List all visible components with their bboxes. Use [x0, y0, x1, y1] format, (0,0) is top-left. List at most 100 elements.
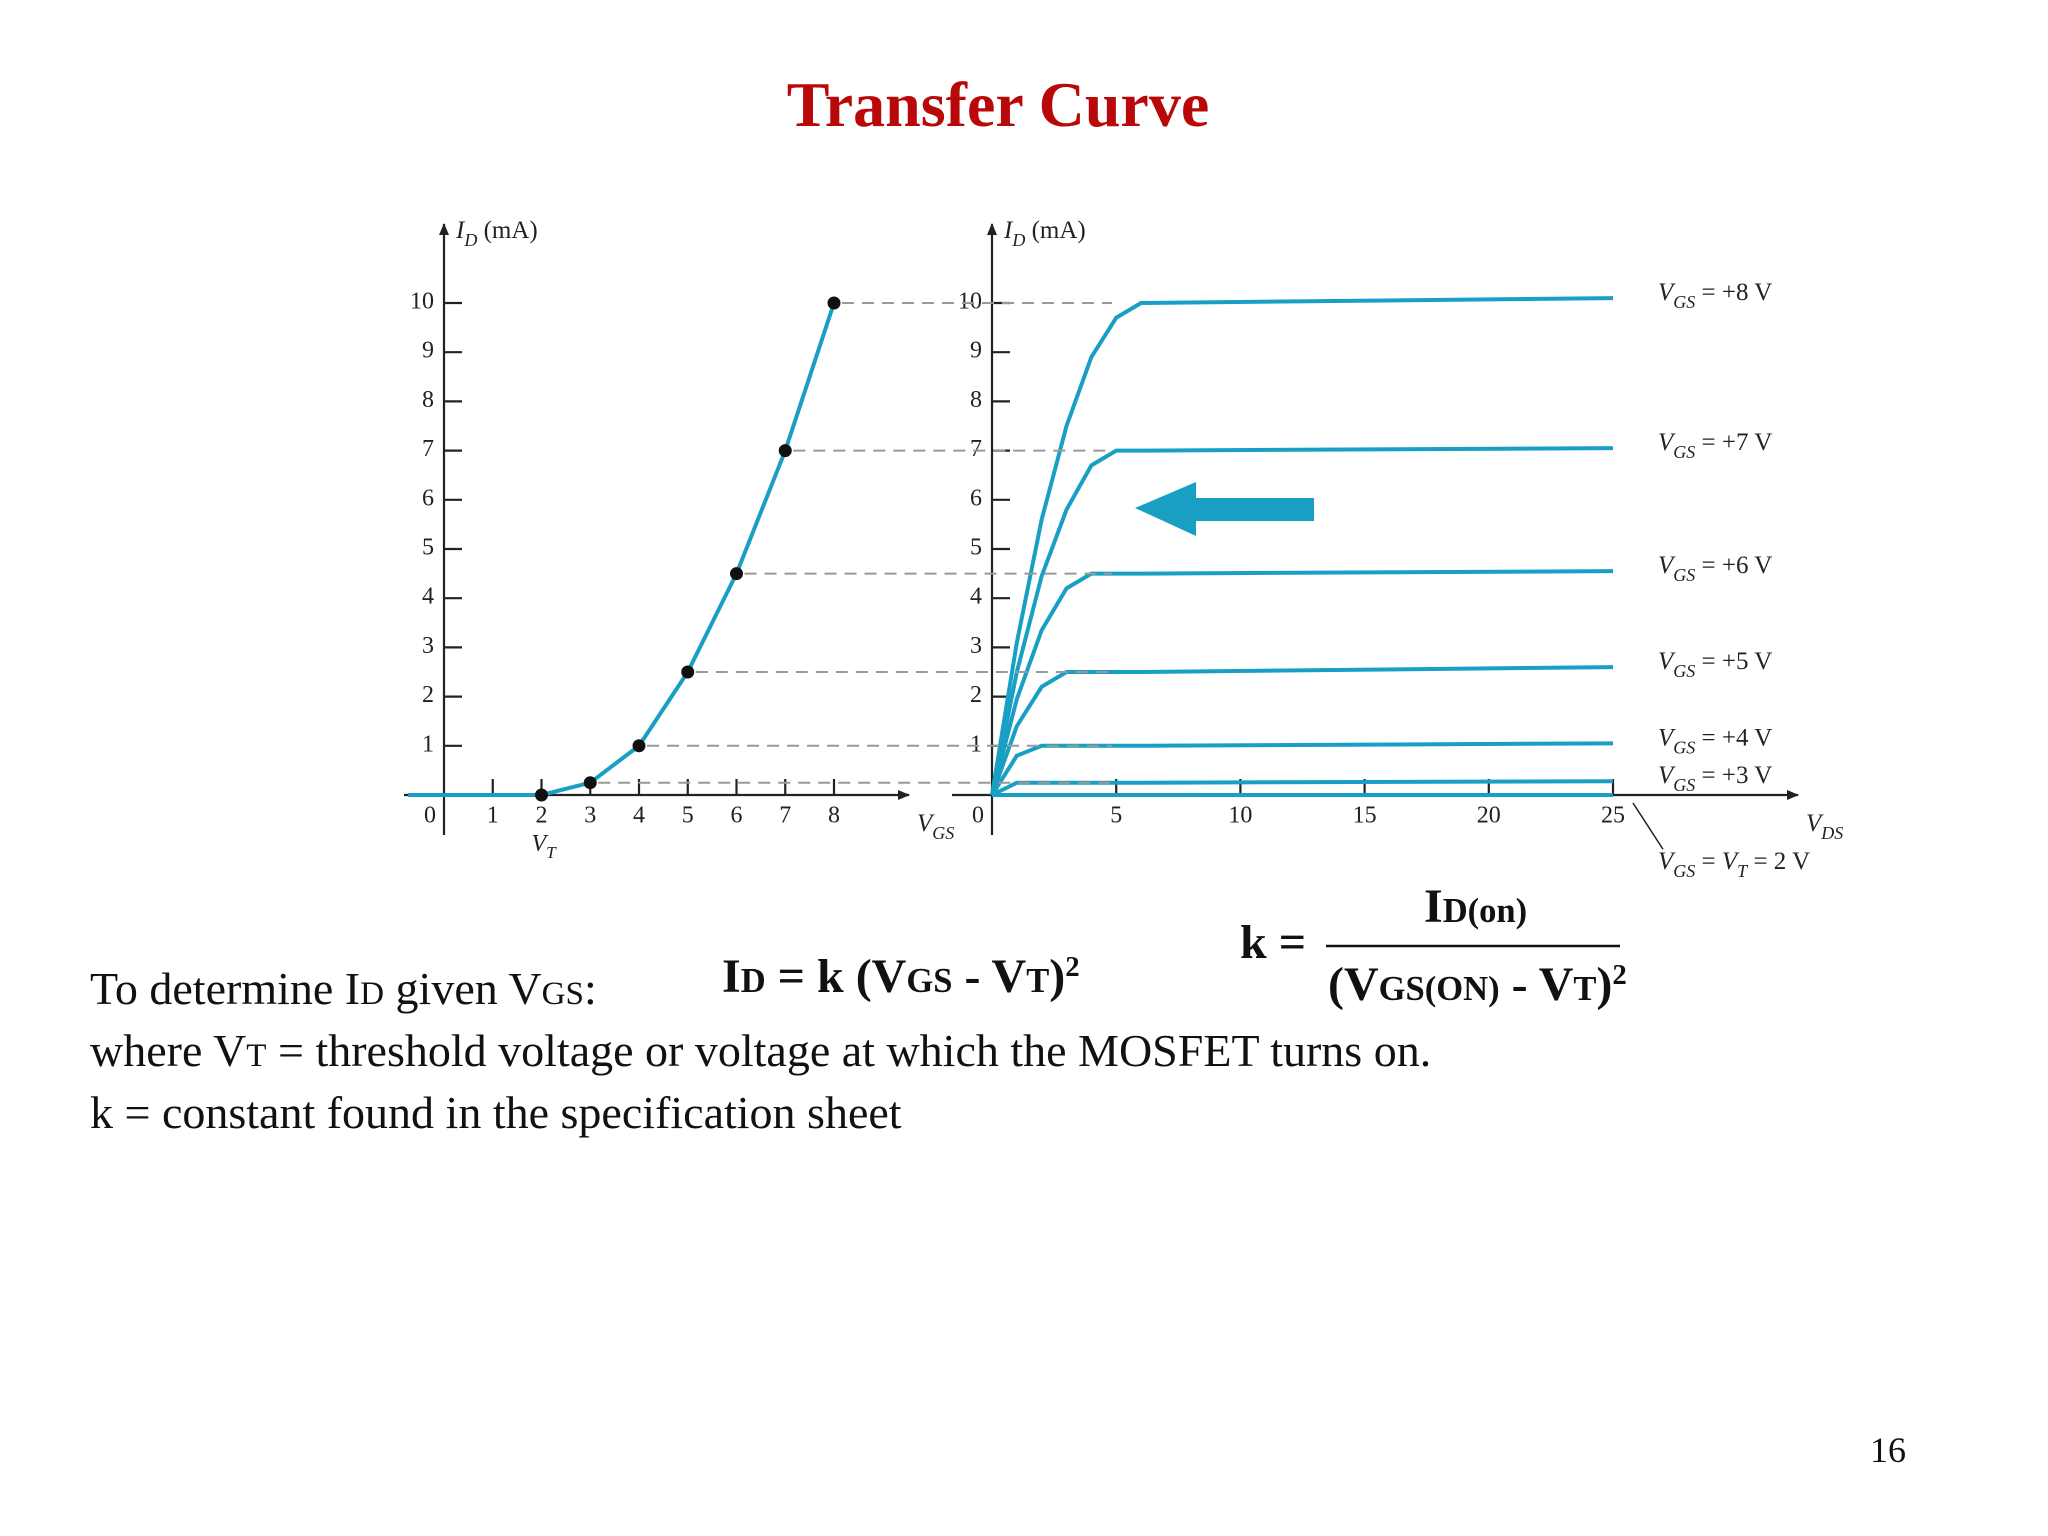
- x-tick-label: 1: [487, 803, 499, 829]
- y-tick-label: 4: [970, 584, 982, 610]
- text-segment: = threshold voltage or voltage at which …: [267, 1025, 1432, 1076]
- x-tick-label: 2: [536, 803, 548, 829]
- x-tick-label: 20: [1477, 803, 1501, 829]
- series-label: VGS​ = +4 V: [1658, 724, 1772, 757]
- text-segment: = k (V: [766, 950, 907, 1003]
- y-axis-label: ID (mA): [455, 217, 538, 250]
- text-segment: GS(ON): [1379, 970, 1500, 1008]
- body-text: k = constant found in the specification …: [90, 1087, 902, 1138]
- text-segment: k = constant found in the specification …: [90, 1087, 902, 1138]
- text-segment: - V: [952, 950, 1026, 1003]
- text-segment: ): [1596, 958, 1612, 1011]
- y-tick-label: 6: [970, 485, 982, 511]
- data-point: [827, 296, 841, 310]
- y-tick-label: 9: [422, 338, 434, 364]
- x-tick-label: 25: [1601, 803, 1625, 829]
- text-segment: D(on): [1443, 892, 1527, 930]
- slide-title: Transfer Curve: [787, 69, 1209, 140]
- text-segment: D: [360, 975, 384, 1012]
- y-tick-label: 10: [958, 289, 982, 315]
- data-point: [778, 444, 792, 458]
- series-label: VGS​ = VT​ = 2 V: [1658, 848, 1810, 881]
- y-tick-label: 5: [970, 535, 982, 561]
- text-segment: I: [455, 217, 466, 244]
- text-segment: D: [1011, 230, 1025, 250]
- text-segment: (mA): [477, 217, 537, 244]
- y-tick-label: 7: [422, 436, 434, 462]
- body-text: To determine ID given VGS:: [90, 963, 597, 1014]
- x-axis-label: VDS​: [1806, 810, 1843, 843]
- x-tick-label: 10: [1228, 803, 1252, 829]
- text-segment: GS: [542, 975, 584, 1012]
- data-point: [583, 776, 597, 790]
- y-tick-label: 1: [970, 731, 982, 757]
- y-tick-label: 1: [422, 731, 434, 757]
- text-segment: where V: [90, 1025, 246, 1076]
- x-tick-label: 4: [633, 803, 645, 829]
- series-label: VGS​ = +5 V: [1658, 648, 1772, 681]
- text-segment: D: [741, 962, 766, 1000]
- series-label: VGS​ = +7 V: [1658, 429, 1772, 462]
- data-line: [990, 296, 1614, 796]
- x-tick-label: 0: [424, 803, 436, 829]
- x-tick-label: 5: [1110, 803, 1122, 829]
- series-label: VGS​ = +8 V: [1658, 279, 1772, 312]
- text-segment: I: [722, 950, 741, 1003]
- text-segment: I: [1424, 880, 1443, 933]
- y-axis-label: ID (mA): [1003, 217, 1086, 250]
- y-tick-label: 3: [422, 633, 434, 659]
- text-segment: To determine I: [90, 963, 360, 1014]
- text-segment: D: [463, 230, 477, 250]
- x-tick-label: 7: [779, 803, 791, 829]
- text-segment: (mA): [1025, 217, 1085, 244]
- text-segment: I: [1003, 217, 1014, 244]
- y-tick-label: 8: [970, 387, 982, 413]
- y-tick-label: 7: [970, 436, 982, 462]
- x-axis-label: VGS​: [917, 810, 954, 843]
- x-tick-label: 8: [828, 803, 840, 829]
- text-segment: 2: [1612, 959, 1626, 991]
- text-segment: :: [584, 963, 597, 1014]
- data-point: [681, 665, 695, 679]
- y-tick-label: 3: [970, 633, 982, 659]
- text-segment: 2: [1065, 951, 1079, 983]
- y-tick-label: 5: [422, 535, 434, 561]
- text-segment: (V: [1328, 958, 1379, 1011]
- text-segment: given V: [384, 963, 542, 1014]
- page-number: 16: [1870, 1430, 1906, 1470]
- formula-k-denominator: (VGS(ON) - VT)2: [1328, 958, 1627, 1011]
- x-tick-label: 5: [682, 803, 694, 829]
- arrow: [1135, 482, 1314, 536]
- y-tick-label: 6: [422, 485, 434, 511]
- annotation: VT​: [532, 831, 558, 863]
- formula-k-numerator: ID(on): [1424, 880, 1527, 933]
- text-segment: - V: [1500, 958, 1574, 1011]
- text-segment: T: [246, 1037, 266, 1074]
- series-label: VGS​ = +3 V: [1658, 762, 1772, 795]
- formula-id: ID = k (VGS - VT)2: [722, 950, 1080, 1003]
- leader-line: [1632, 802, 1664, 850]
- y-tick-label: 9: [970, 338, 982, 364]
- x-tick-label: 0: [972, 803, 984, 829]
- text-segment: GS: [906, 962, 952, 1000]
- data-line: [408, 302, 836, 797]
- y-tick-label: 10: [410, 289, 434, 315]
- x-tick-label: 3: [584, 803, 596, 829]
- x-tick-label: 15: [1353, 803, 1377, 829]
- series-label: VGS​ = +6 V: [1658, 552, 1772, 585]
- formula-k-lhs: k =: [1240, 916, 1306, 969]
- data-point: [730, 567, 743, 581]
- text-segment: T: [1573, 970, 1596, 1008]
- y-tick-label: 2: [422, 682, 434, 708]
- y-tick-label: 4: [422, 584, 434, 610]
- data-line: [990, 569, 1614, 796]
- data-point: [632, 739, 646, 753]
- body-text: where VT = threshold voltage or voltage …: [90, 1025, 1431, 1076]
- text-segment: ): [1049, 950, 1065, 1003]
- x-tick-label: 6: [731, 803, 743, 829]
- text-segment: T: [1026, 962, 1049, 1000]
- data-point: [535, 788, 548, 802]
